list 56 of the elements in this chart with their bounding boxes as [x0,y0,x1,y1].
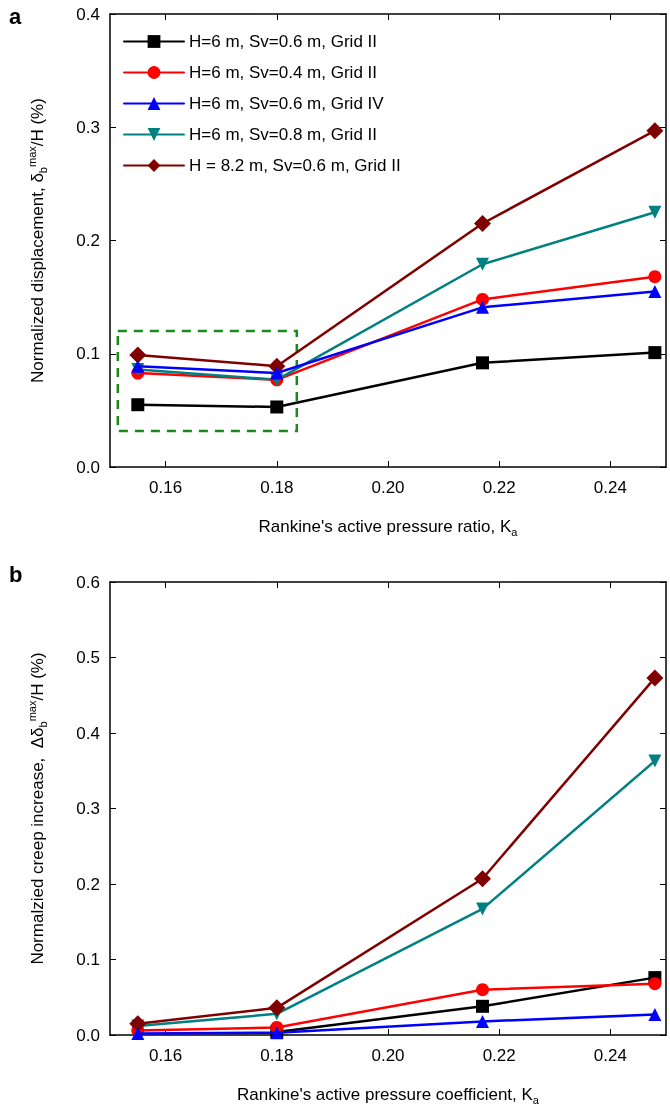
x-tick-label: 0.18 [260,1046,294,1065]
point [131,398,145,412]
chart-title: b [9,561,23,587]
point [476,300,490,314]
x-tick-label: 0.22 [482,478,516,497]
y-tick-label: 0.0 [76,457,100,477]
point [648,284,662,298]
point [648,270,662,284]
point [476,292,490,306]
legend-label: H=6 m, Sv=0.6 m, Grid II [189,32,378,51]
point [648,346,662,360]
y-tick-label: 0.5 [76,648,100,667]
chart-title: a [9,3,22,29]
y-tick-label: 0.3 [76,117,100,137]
legend-label: H = 8.2 m, Sv=0.6 m, Grid II [189,156,401,175]
y-tick-label: 0.4 [76,4,100,24]
x-tick-label: 0.20 [371,478,405,497]
y-tick-label: 0.6 [76,572,100,592]
y-tick-label: 0.1 [76,344,100,364]
x-tick-label: 0.24 [593,1046,627,1065]
y-tick-label: 0.2 [76,874,100,894]
point [476,1014,490,1028]
point [268,999,286,1017]
y-tick-label: 0.1 [76,950,100,969]
point [474,870,492,888]
y-tick-label: 0.2 [76,231,100,250]
point [131,359,145,373]
x-tick-label: 0.18 [260,478,294,497]
point [476,983,490,997]
point [476,902,490,916]
x-tick-label: 0.16 [149,1046,183,1065]
legend-label: H=6 m, Sv=0.8 m, Grid II [189,125,378,144]
point [646,122,664,140]
point [270,400,284,414]
point [476,257,490,271]
point [474,215,492,233]
x-tick-label: 0.16 [149,478,183,497]
legend-label: H=6 m, Sv=0.4 m, Grid II [189,63,378,82]
point [648,977,662,991]
y-tick-label: 0.0 [76,1025,100,1045]
y-axis-title: Normalzied creep increase, Δδbmax/H (%) [25,652,49,965]
x-tick-label: 0.24 [593,478,627,497]
point [648,205,662,219]
y-tick-label: 0.3 [76,799,100,818]
point [646,669,664,687]
point [648,1008,662,1022]
point [270,366,284,380]
legend-label: H=6 m, Sv=0.6 m, Grid IV [189,94,385,113]
point [648,754,662,768]
point [476,999,490,1013]
point [129,1015,147,1033]
x-tick-label: 0.20 [371,1046,405,1065]
point [476,356,490,370]
point [129,346,147,364]
y-tick-label: 0.4 [76,723,100,743]
x-tick-label: 0.22 [482,1046,516,1065]
